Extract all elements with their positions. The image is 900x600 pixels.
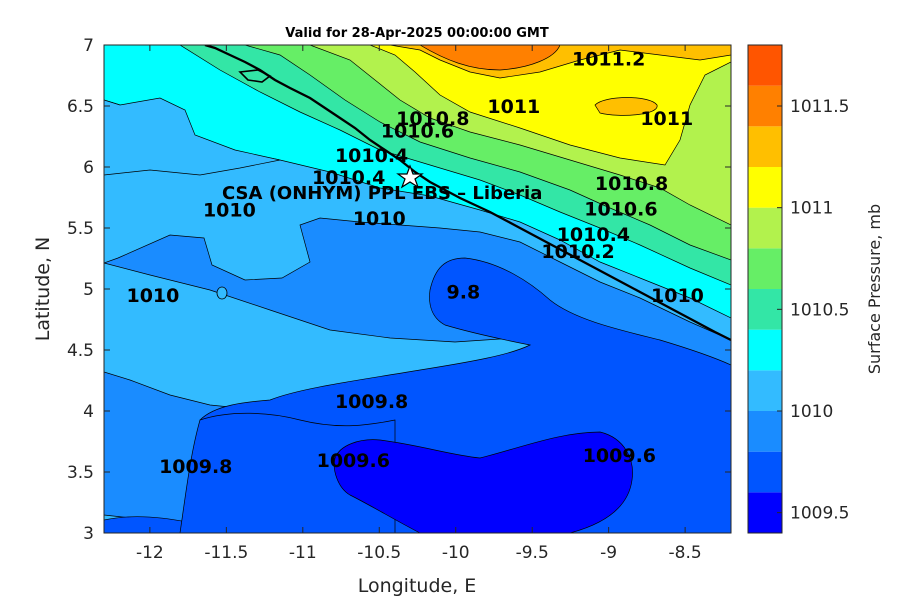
contour-label: 1010 — [126, 285, 179, 307]
contour-label: 1010 — [353, 208, 406, 230]
x-tick-label: -11.5 — [204, 543, 248, 563]
y-tick-label: 4.5 — [67, 341, 94, 361]
y-tick-label: 6.5 — [67, 97, 94, 117]
contour-label: 1010.6 — [584, 198, 657, 220]
band-1011-1011.2 — [369, 45, 731, 166]
colorbar-tick-label: 1010 — [790, 402, 833, 422]
y-tick-label: 3.5 — [67, 463, 94, 483]
contour-label: 1009.6 — [583, 445, 656, 467]
contour-label: 1010.2 — [541, 241, 614, 263]
colorbar-segment — [748, 126, 782, 167]
band-1009.6-1009.8-sw — [179, 412, 396, 533]
x-tick-label: -8.5 — [669, 543, 702, 563]
colorbar-tick-label: 1009.5 — [790, 504, 849, 524]
colorbar-segment — [748, 370, 782, 411]
site-label: CSA (ONHYM) PPL EBS – Liberia — [222, 183, 542, 204]
contour-label: 1009.6 — [317, 450, 390, 472]
coastline — [204, 45, 731, 342]
colorbar-tick-label: 1010.5 — [790, 300, 849, 320]
contour-label-layer: 1011.2101110111010.81010.61010.41010.810… — [126, 48, 703, 477]
colorbar-frame — [747, 44, 783, 534]
site-star-icon — [396, 164, 424, 189]
colorbar-label: Surface Pressure, mb — [865, 204, 884, 374]
contour-label: 1009.8 — [159, 456, 232, 478]
x-tick-label: -10 — [442, 543, 470, 563]
x-tick-label: -12 — [136, 543, 164, 563]
contour-label: 1010 — [651, 285, 704, 307]
contour-label: 1009.8 — [335, 391, 408, 413]
colorbar-segment — [748, 45, 782, 86]
colorbar-tick-label: 1011 — [790, 199, 833, 219]
islet-contour — [216, 286, 228, 300]
band-1010.2-left-west — [104, 97, 281, 176]
colorbar-segment — [748, 289, 782, 330]
y-tick-label: 3 — [83, 524, 94, 544]
x-tick-label: -9.5 — [516, 543, 549, 563]
colorbar-segment — [748, 248, 782, 289]
contour-label: 1010.6 — [381, 120, 454, 142]
contour-label: 1011 — [640, 108, 693, 130]
colorbar-segment — [748, 411, 782, 452]
band-1011.4-1011.6 — [419, 45, 561, 71]
contour-label: 1010.4 — [335, 145, 408, 167]
y-axis: 3 3.5 4 4.5 5 5.5 6 6.5 7 — [67, 36, 731, 544]
contour-label: 9.8 — [447, 281, 481, 303]
x-axis: -12 -11.5 -11 -10.5 -10 -9.5 -9 -8.5 — [136, 45, 702, 563]
x-tick-label: -9 — [600, 543, 617, 563]
colorbar-tick-label: 1011.5 — [790, 97, 849, 117]
colorbar-segment — [748, 451, 782, 493]
colorbar-segment — [748, 329, 782, 371]
coast-islet — [238, 69, 272, 83]
colorbar-segment — [748, 492, 782, 533]
colorbar-segment — [748, 167, 782, 208]
chart-title: Valid for 28-Apr-2025 00:00:00 GMT — [285, 26, 549, 41]
band-1009.4-1009.6 — [333, 431, 633, 533]
colorbar-segment — [748, 207, 782, 249]
x-axis-label: Longitude, E — [358, 575, 477, 597]
contour-label: 1011 — [487, 96, 540, 118]
y-tick-label: 5 — [83, 280, 94, 300]
contour-label: 1010.8 — [595, 173, 668, 195]
y-tick-label: 5.5 — [67, 219, 94, 239]
x-tick-label: -10.5 — [357, 543, 401, 563]
colorbar-segment — [748, 85, 782, 127]
band-1011.2-islet — [594, 97, 658, 116]
contour-label: 1010.4 — [557, 224, 630, 246]
contour-label: 1010.4 — [312, 167, 385, 189]
plot-area: CSA (ONHYM) PPL EBS – Liberia 1011.2 1011… — [103, 44, 732, 534]
colorbar: 1009.5 1010 1010.5 1011 1011.5 — [747, 44, 849, 534]
x-tick-label: -11 — [289, 543, 317, 563]
y-tick-label: 7 — [83, 36, 94, 56]
y-axis-label: Latitude, N — [32, 237, 54, 342]
contour-label: 1011.2 — [572, 48, 645, 70]
contour-label: 1010 — [203, 200, 256, 222]
y-tick-label: 6 — [83, 158, 94, 178]
contour-fill-layer — [104, 45, 731, 533]
y-tick-label: 4 — [83, 402, 94, 422]
contour-label: 1010.8 — [396, 108, 469, 130]
